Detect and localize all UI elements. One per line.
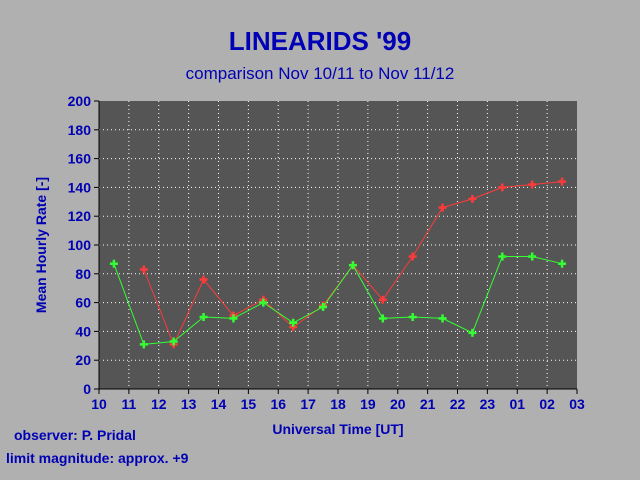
x-tick-label: 16 [270,396,286,412]
series-1-point [558,177,567,186]
y-tick-label: 20 [75,352,91,368]
series-2-point [259,298,268,307]
x-tick-label: 21 [420,396,436,412]
x-tick-label: 10 [91,396,107,412]
x-axis-label: Universal Time [UT] [272,421,403,437]
x-tick-label: 23 [480,396,496,412]
x-tick-label: 13 [181,396,197,412]
y-tick-label: 140 [68,179,92,195]
x-tick-label: 18 [330,396,346,412]
series-1-point [498,183,507,192]
series-2-point [528,252,537,261]
series-2-point [408,313,417,321]
y-tick-label: 60 [75,295,91,311]
series-2-point [229,314,238,323]
series-2-point [289,318,298,327]
chart-title: LINEARIDS '99 [228,26,412,56]
series-2-point [169,337,178,346]
x-tick-label: 22 [450,396,466,412]
series-2-point [139,340,148,349]
series-2-point [558,259,567,268]
x-tick-label: 03 [569,396,585,412]
x-tick-label: 02 [539,396,555,412]
chart-subtitle: comparison Nov 10/11 to Nov 11/12 [185,64,455,83]
series-layer [109,177,567,349]
grid [99,101,577,389]
x-tick-label: 15 [241,396,257,412]
series-2-point [319,302,328,311]
x-tick-label: 17 [300,396,316,412]
series-1-point [408,252,417,261]
observer-note: observer: P. Pridal [14,427,136,443]
series-2-point [109,259,118,268]
series-2-point [199,313,208,321]
x-tick-label: 01 [509,396,525,412]
y-tick-label: 80 [75,266,91,282]
series-2-point [378,314,387,323]
series-1-point [528,180,537,189]
series-1-point [199,275,208,284]
series-2-point [348,261,357,270]
series-2-point [468,328,477,337]
series-1-point [139,265,148,274]
series-1-point [438,203,447,212]
x-tick-label: 11 [121,396,136,412]
y-tick-label: 180 [68,122,92,138]
x-tick-label: 20 [390,396,406,412]
x-tick-label: 19 [360,396,376,412]
y-axis-label: Mean Hourly Rate [-] [33,177,49,313]
y-tick-label: 160 [68,151,92,167]
y-tick-label: 100 [68,237,92,253]
y-tick-label: 120 [68,208,92,224]
y-tick-label: 0 [83,381,91,397]
x-tick-label: 12 [151,396,167,412]
series-2-point [498,252,507,261]
series-1-point [378,295,387,304]
y-tick-label: 40 [75,323,91,339]
series-2-point [438,314,447,323]
series-2-line [113,256,563,345]
limit-magnitude-note: limit magnitude: approx. +9 [6,450,189,466]
y-tick-label: 200 [68,93,92,109]
series-1-point [468,194,477,203]
x-tick-label: 14 [211,396,227,412]
